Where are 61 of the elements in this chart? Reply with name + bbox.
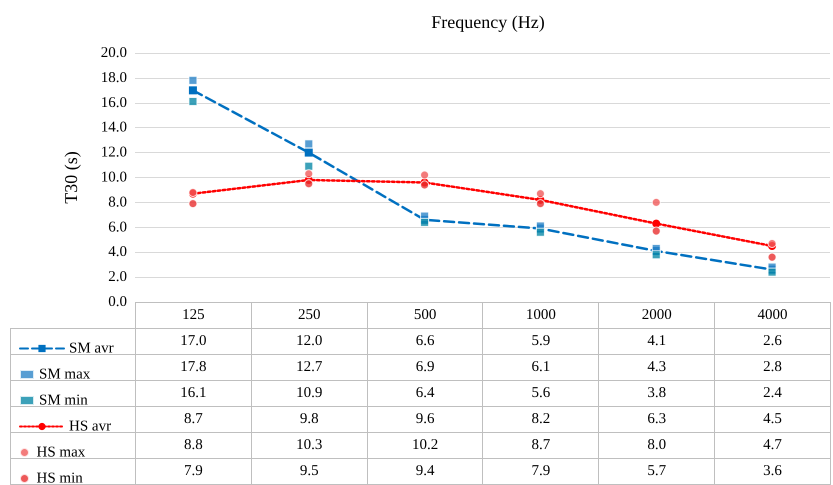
data-label: 9.8 [251,406,368,432]
legend-label: SM max [39,366,91,382]
data-label: 4.5 [714,406,830,432]
legend-label: HS avr [69,418,112,434]
data-label: 12.7 [251,354,368,380]
data-label: 5.6 [482,380,599,406]
data-label: 10.9 [251,380,368,406]
legend-label: HS min [36,470,84,485]
y-tick-label: 4.0 [108,244,127,260]
data-label: 3.6 [714,458,830,484]
y-tick-label: 6.0 [108,219,127,236]
x-tick-label: 250 [251,302,368,328]
y-tick-label: 2.0 [108,269,127,286]
data-label: 9.6 [367,406,483,432]
data-label: 10.3 [251,432,368,458]
data-label: 10.2 [367,432,483,458]
data-label: 2.8 [714,354,830,380]
y-tick-label: 20.0 [100,45,127,61]
x-tick-label: 4000 [714,302,830,328]
y-tick-label: 18.0 [100,70,127,86]
data-label: 5.7 [598,458,715,484]
data-label: 8.0 [598,432,715,458]
y-axis-title: T30 (s) [61,151,81,204]
legend-label: SM min [39,392,88,408]
data-label: 9.4 [367,458,483,484]
data-label: 3.8 [598,380,715,406]
data-label: 6.4 [367,380,483,406]
data-label: 4.3 [598,354,715,380]
data-label: 8.7 [482,432,599,458]
data-label: 2.6 [714,328,830,354]
data-label: 6.9 [367,354,483,380]
data-label: 4.1 [598,328,715,354]
y-tick-label: 10.0 [100,170,127,186]
data-label: 8.7 [136,406,252,432]
x-tick-label: 500 [367,302,483,328]
x-tick-label: 2000 [598,302,715,328]
y-tick-label: 0.0 [108,294,127,310]
data-label: 9.5 [251,458,368,484]
data-label: 2.4 [714,380,830,406]
x-axis-title: Frequency (Hz) [431,12,545,32]
y-tick-label: 14.0 [100,120,127,136]
y-tick-label: 12.0 [100,144,127,161]
legend-label: HS max [36,444,86,460]
y-tick-label: 8.0 [108,194,127,210]
data-label: 7.9 [136,458,252,484]
x-tick-label: 1000 [482,302,599,328]
data-label: 16.1 [136,380,252,406]
data-label: 6.1 [482,354,599,380]
data-label: 6.6 [367,328,483,354]
data-label: 8.8 [136,432,252,458]
data-label: 7.9 [482,458,599,484]
x-tick-label: 125 [136,302,252,328]
data-label: 12.0 [251,328,368,354]
y-tick-label: 16.0 [100,94,127,111]
data-label: 4.7 [714,432,830,458]
legend-label: SM avr [69,340,114,356]
data-label: 5.9 [482,328,599,354]
data-label: 6.3 [598,406,715,432]
data-label: 17.0 [136,328,252,354]
data-label: 8.2 [482,406,599,432]
data-label: 17.8 [136,354,252,380]
